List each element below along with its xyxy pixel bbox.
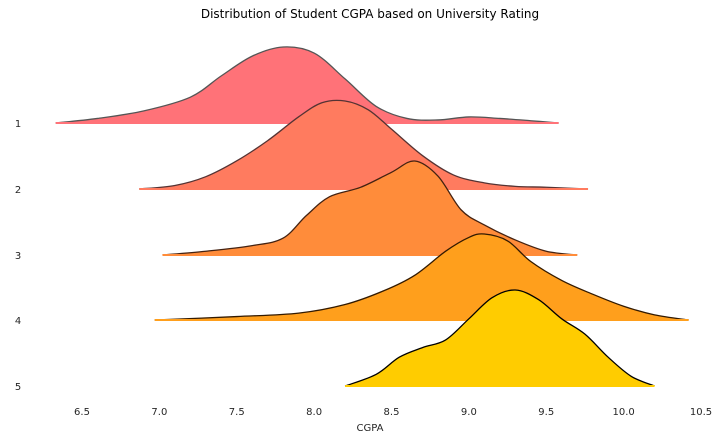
y-tick-labels: 1 2 3 4 5 [15,119,21,393]
x-tick-label: 10.5 [690,407,712,418]
ridge-outline-4 [154,233,689,321]
ridge-fill-5 [345,289,655,386]
ridge-outline-2 [139,99,589,190]
ridge-outline-3 [162,160,578,256]
x-tick-label: 7.0 [151,407,167,418]
x-tick-labels: 6.5 7.0 7.5 8.0 8.5 9.0 9.5 10.0 10.5 [74,407,712,418]
ridge-fill-2 [139,100,589,189]
y-tick-label-3: 3 [15,251,21,262]
y-tick-label-1: 1 [15,119,21,130]
x-tick-label: 6.5 [74,407,90,418]
x-tick-label: 7.5 [229,407,245,418]
x-axis-label: CGPA [357,423,384,434]
y-tick-label-2: 2 [15,185,21,196]
x-tick-label: 10.0 [612,407,634,418]
ridge-fill-3 [162,160,578,255]
x-tick-label: 8.5 [384,407,400,418]
ridge-fill-1 [55,46,559,124]
y-tick-label-4: 4 [15,316,21,327]
ridge-outline-1 [55,46,559,124]
y-tick-label-5: 5 [15,382,21,393]
x-tick-label: 9.5 [538,407,554,418]
x-tick-label: 8.0 [306,407,322,418]
chart-title: Distribution of Student CGPA based on Un… [201,7,539,21]
ridge-outline-5 [344,289,655,387]
ridge-fill-4 [154,233,689,320]
x-tick-label: 9.0 [461,407,477,418]
ridges-group [55,46,689,387]
